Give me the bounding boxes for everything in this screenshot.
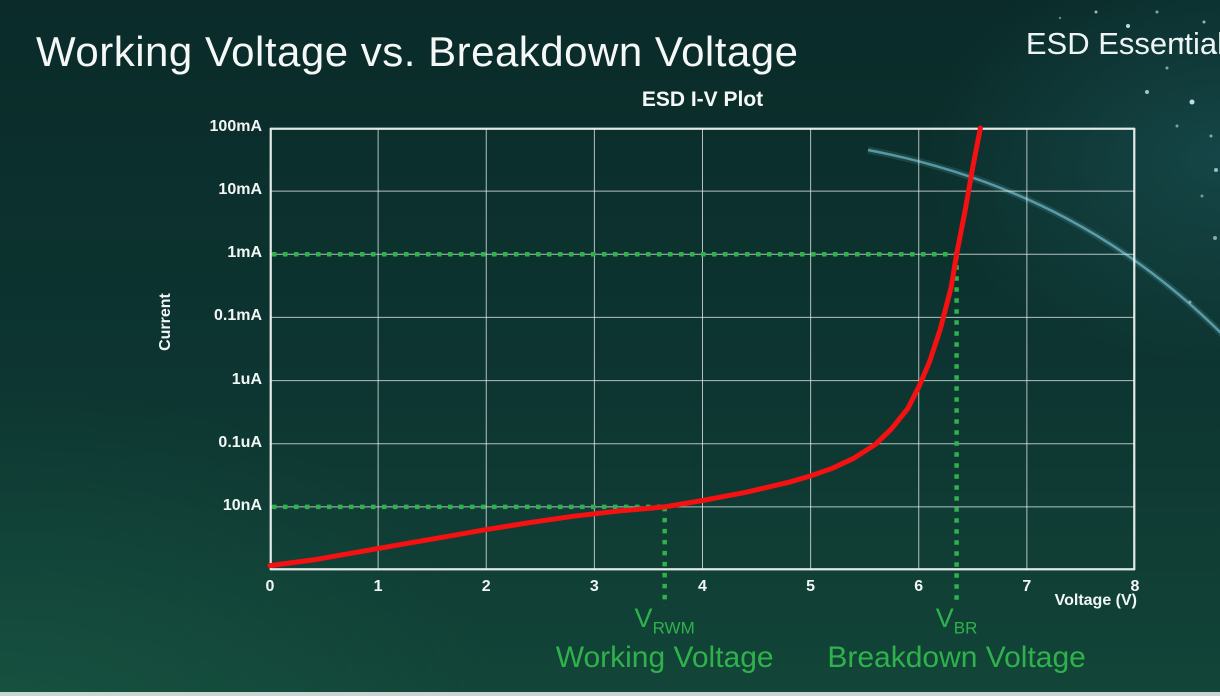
chart-title: ESD I-V Plot [641, 88, 764, 111]
x-axis-title: Voltage (V) [1054, 592, 1137, 609]
bottom-edge-strip [0, 692, 1220, 696]
plot-grid [269, 127, 1136, 571]
breakdown-voltage-caption: Breakdown Voltage [827, 641, 1086, 674]
vbr-marker-label: VBR [936, 603, 978, 638]
plot-border [270, 128, 1135, 570]
vbr-subscript: BR [953, 618, 978, 638]
iv-plot [267, 125, 1136, 606]
page-title: Working Voltage vs. Breakdown Voltage [36, 28, 799, 75]
x-tick-label: 3 [589, 578, 599, 595]
x-tick-label: 8 [1130, 578, 1140, 595]
y-tick-label: 0.1uA [218, 433, 262, 451]
brand-text: ESD Essential [1025, 26, 1220, 61]
y-tick-label: 10mA [218, 181, 262, 199]
vrwm-subscript: RWM [652, 618, 695, 638]
x-tick-label: 6 [914, 578, 924, 595]
y-tick-label: 1mA [227, 244, 262, 262]
vrwm-marker-label: VRWM [635, 603, 695, 638]
annotation-dotted-lines [272, 252, 959, 606]
x-tick-label: 1 [373, 578, 383, 595]
vrwm-symbol: V [634, 603, 653, 633]
x-tick-label: 7 [1022, 578, 1032, 595]
y-tick-label: 10nA [222, 496, 262, 514]
x-tick-label: 5 [806, 578, 816, 595]
iv-curve [267, 125, 983, 569]
x-tick-label: 4 [698, 578, 707, 595]
vbr-symbol: V [935, 603, 954, 633]
working-voltage-caption: Working Voltage [555, 641, 774, 674]
y-tick-label: 0.1mA [213, 307, 262, 325]
y-tick-label: 1uA [231, 370, 262, 388]
x-tick-label: 0 [265, 578, 275, 595]
x-tick-label: 2 [481, 578, 491, 595]
y-tick-label: 100mA [209, 118, 262, 135]
